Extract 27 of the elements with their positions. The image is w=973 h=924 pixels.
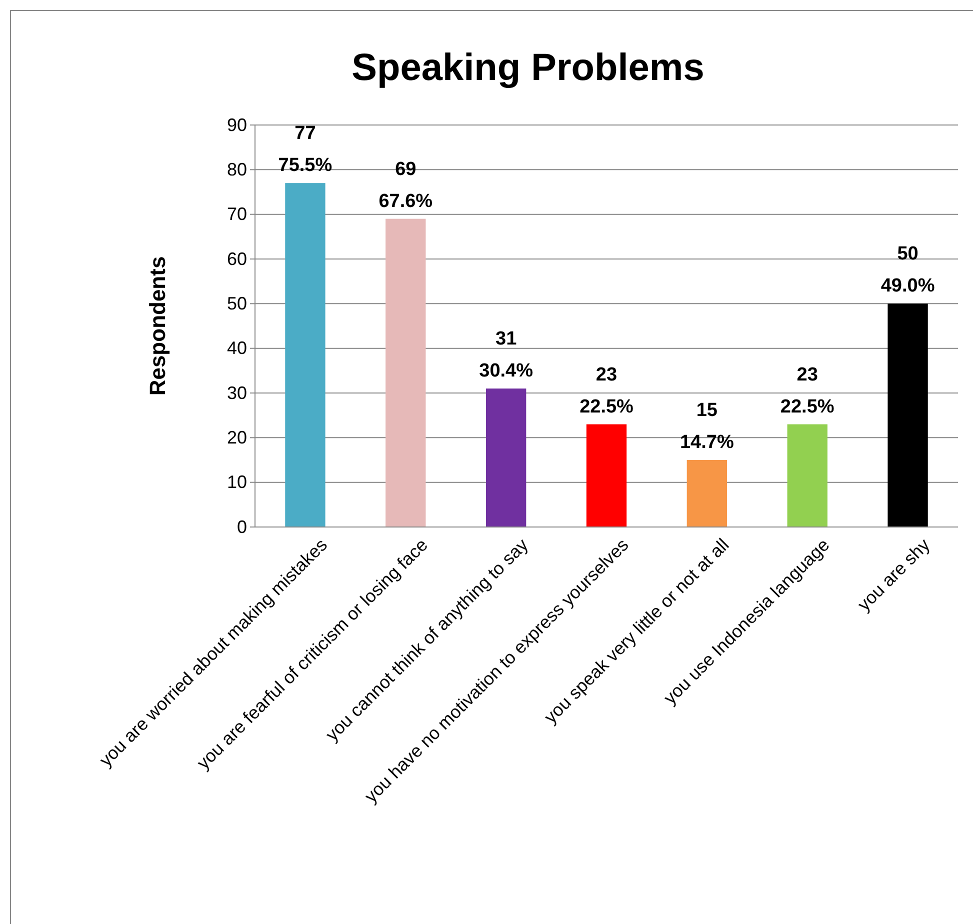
y-axis-title: Respondents — [145, 256, 170, 396]
y-tick-label: 60 — [226, 248, 247, 269]
y-tick-label: 50 — [226, 293, 247, 314]
bar — [686, 460, 728, 527]
data-label: 23 22.5% — [580, 364, 634, 418]
bar — [787, 424, 828, 527]
data-label: 77 75.5% — [278, 123, 332, 176]
y-tick-label: 0 — [236, 516, 247, 537]
data-label: 50 49.0% — [880, 244, 935, 297]
y-tick-label: 30 — [226, 382, 247, 403]
y-tick-label: 90 — [226, 114, 247, 135]
data-label: 23 22.5% — [780, 364, 834, 418]
bar — [586, 424, 627, 527]
data-label: 69 67.6% — [378, 158, 433, 212]
y-tick-label: 80 — [226, 159, 247, 180]
data-label: 15 14.7% — [680, 400, 734, 453]
chart-title: Speaking Problems — [352, 47, 704, 89]
y-tick-label: 20 — [226, 427, 247, 448]
x-tick-label: you are shy — [854, 534, 934, 615]
y-tick-label: 70 — [226, 204, 247, 224]
y-tick-label: 40 — [226, 338, 247, 358]
bar — [285, 183, 326, 527]
bar — [888, 304, 928, 527]
y-tick-label: 10 — [226, 472, 247, 492]
bar — [386, 218, 426, 527]
bar — [486, 388, 526, 527]
data-label: 31 30.4% — [479, 328, 534, 382]
